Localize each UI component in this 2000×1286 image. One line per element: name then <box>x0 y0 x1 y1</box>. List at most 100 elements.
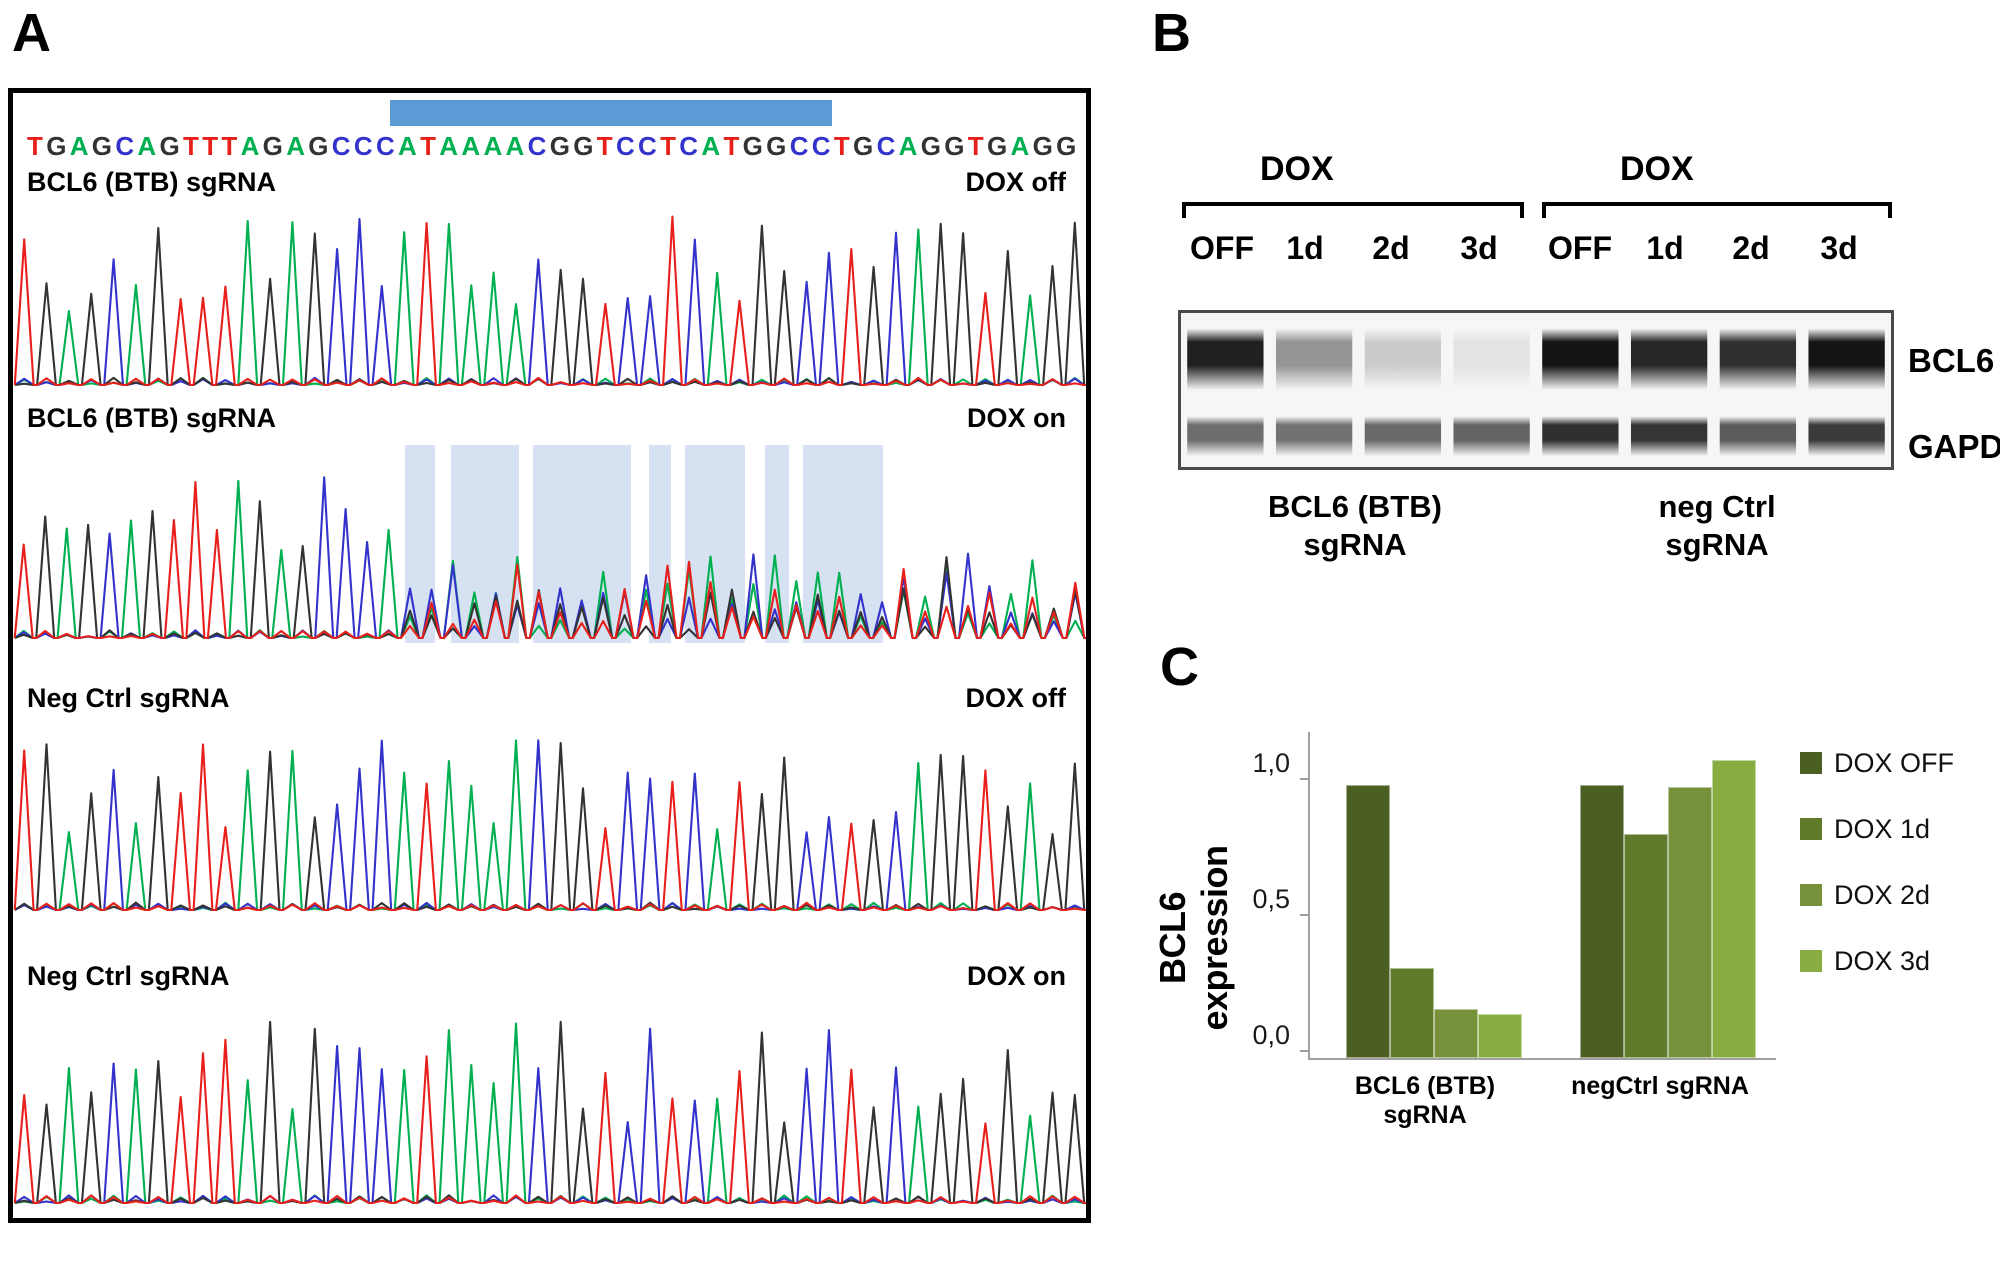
chromatogram-channel-A <box>14 1022 1086 1205</box>
sequence-base: A <box>286 131 305 161</box>
sequence-base: G <box>91 131 113 161</box>
chromatogram-trace-4 <box>13 1008 1086 1208</box>
chromatogram-channel-A <box>14 220 1086 387</box>
trace-1-dox: DOX off <box>965 167 1067 197</box>
sequence-base: G <box>920 131 941 161</box>
trace-4-dox: DOX on <box>967 961 1066 991</box>
trace-3-dox: DOX off <box>965 683 1067 713</box>
sequence-base: T <box>723 131 740 161</box>
blot-bottom-left-line1: BCL6 (BTB) <box>1268 489 1442 524</box>
sequence-base: G <box>1056 131 1077 161</box>
sgrna-guide-bar <box>390 100 832 126</box>
chart-bar <box>1580 784 1624 1058</box>
sequence-base: T <box>183 131 199 161</box>
sequence-base: A <box>398 131 417 161</box>
panel-a-letter: A <box>12 3 51 63</box>
sequence-base: T <box>27 131 43 161</box>
chromatogram-svg <box>13 1020 1086 1205</box>
sequence-base: T <box>660 131 676 161</box>
chromatogram-channel-A <box>14 739 1086 912</box>
chromatogram-svg <box>13 215 1086 387</box>
blot-band-gapdh <box>1364 416 1442 457</box>
blot-band-gapdh <box>1808 416 1885 457</box>
sequence-base: C <box>811 131 831 161</box>
chart-bar <box>1390 967 1434 1058</box>
sequence-base: G <box>308 131 329 161</box>
sequence-base: G <box>986 131 1008 161</box>
chart-ytick-label-0-5: 0,5 <box>1252 884 1290 914</box>
bracket-left <box>1182 202 1524 218</box>
sequence-base: G <box>573 131 594 161</box>
chart-legend-label: DOX OFF <box>1834 747 1954 778</box>
blot-band-bcl6 <box>1364 328 1442 390</box>
blot-band-bcl6 <box>1630 328 1708 390</box>
chromatogram-channel-T <box>13 1038 1086 1205</box>
chart-tickmark-0-5 <box>1300 914 1310 916</box>
sequence-base: T <box>420 131 436 161</box>
blot-band-gapdh <box>1719 416 1797 457</box>
sequence-base: G <box>549 131 570 161</box>
chart-legend-item: DOX 2d <box>1800 862 2000 928</box>
blot-band-gapdh <box>1453 416 1530 457</box>
chart-bar <box>1624 833 1668 1058</box>
dox-header-left: DOX <box>1260 150 1334 188</box>
chart-legend: DOX OFF DOX 1d DOX 2d DOX 3d <box>1800 730 2000 994</box>
chart-ytick-label-0-0: 0,0 <box>1252 1020 1290 1050</box>
lane-label-left-off: OFF <box>1190 230 1254 266</box>
chart-xlabel-group-1: BCL6 (BTB) sgRNA <box>1354 1072 1496 1129</box>
sequence-base: A <box>439 131 459 161</box>
chart-xlabel-group-2: negCtrl sgRNA <box>1571 1072 1749 1100</box>
trace-1-label: BCL6 (BTB) sgRNA <box>27 167 276 197</box>
sequence-base: T <box>202 131 219 161</box>
chart-bar <box>1346 784 1390 1058</box>
blot-image <box>1178 310 1894 470</box>
sequence-base: C <box>615 131 635 161</box>
trace-2-dox: DOX on <box>967 403 1066 433</box>
sequence-base: A <box>461 131 481 161</box>
panel-c-bar-chart: BCL6 expression 1,0 0,5 0,0 BCL6 (BTB) s… <box>1152 720 2000 1280</box>
sequence-base: A <box>505 131 525 161</box>
sequence-base: C <box>876 131 896 161</box>
chromatogram-channel-T <box>13 215 1086 387</box>
blot-band-gapdh <box>1275 416 1353 457</box>
chromatogram-channel-G <box>14 741 1086 912</box>
chart-tickmark-0-0 <box>1300 1050 1310 1052</box>
sequence-base: G <box>262 131 283 161</box>
blot-bottom-right-line2: sgRNA <box>1665 526 1769 562</box>
sequence-base: G <box>46 131 67 161</box>
chart-legend-swatch <box>1800 950 1822 972</box>
chromatogram-trace-1 <box>13 205 1086 390</box>
chart-legend-swatch <box>1800 818 1822 840</box>
chromatogram-channel-G <box>14 1020 1086 1205</box>
blot-band-gapdh <box>1187 416 1264 457</box>
blot-label-gapdh: GAPDH <box>1908 428 2000 465</box>
lane-label-right-2d: 2d <box>1732 230 1770 266</box>
lane-label-left-1d: 1d <box>1286 230 1324 266</box>
blot-band-bcl6 <box>1719 328 1797 390</box>
trace-4-label: Neg Ctrl sgRNA <box>27 961 230 991</box>
panel-b-western-blot: DOX DOX OFF 1d 2d 3d OFF 1d 2d 3d BCL6 G… <box>1160 150 2000 620</box>
panel-c-letter: C <box>1160 637 1199 697</box>
chart-bar <box>1434 1008 1478 1058</box>
sequence-base: T <box>221 131 238 161</box>
chart-legend-label: DOX 3d <box>1834 945 1931 976</box>
chromatogram-svg <box>13 445 1086 643</box>
sequence-base: A <box>898 131 918 161</box>
sequence-base: A <box>137 131 157 161</box>
blot-band-bcl6 <box>1187 328 1264 390</box>
chromatogram-channel-G <box>14 500 1086 640</box>
chart-legend-swatch <box>1800 884 1822 906</box>
sequence-base: G <box>853 131 874 161</box>
chromatogram-channel-T <box>13 480 1086 640</box>
sequence-base: C <box>679 131 699 161</box>
chart-legend-item: DOX 1d <box>1800 796 2000 862</box>
sequence-base: G <box>742 131 763 161</box>
trace-2-label: BCL6 (BTB) sgRNA <box>27 403 276 433</box>
bracket-right <box>1542 202 1892 218</box>
chart-legend-item: DOX 3d <box>1800 928 2000 994</box>
trace-3-label: Neg Ctrl sgRNA <box>27 683 230 713</box>
sequence-base: C <box>638 131 657 161</box>
sequence-base: C <box>375 131 395 161</box>
chart-bar <box>1712 760 1756 1058</box>
